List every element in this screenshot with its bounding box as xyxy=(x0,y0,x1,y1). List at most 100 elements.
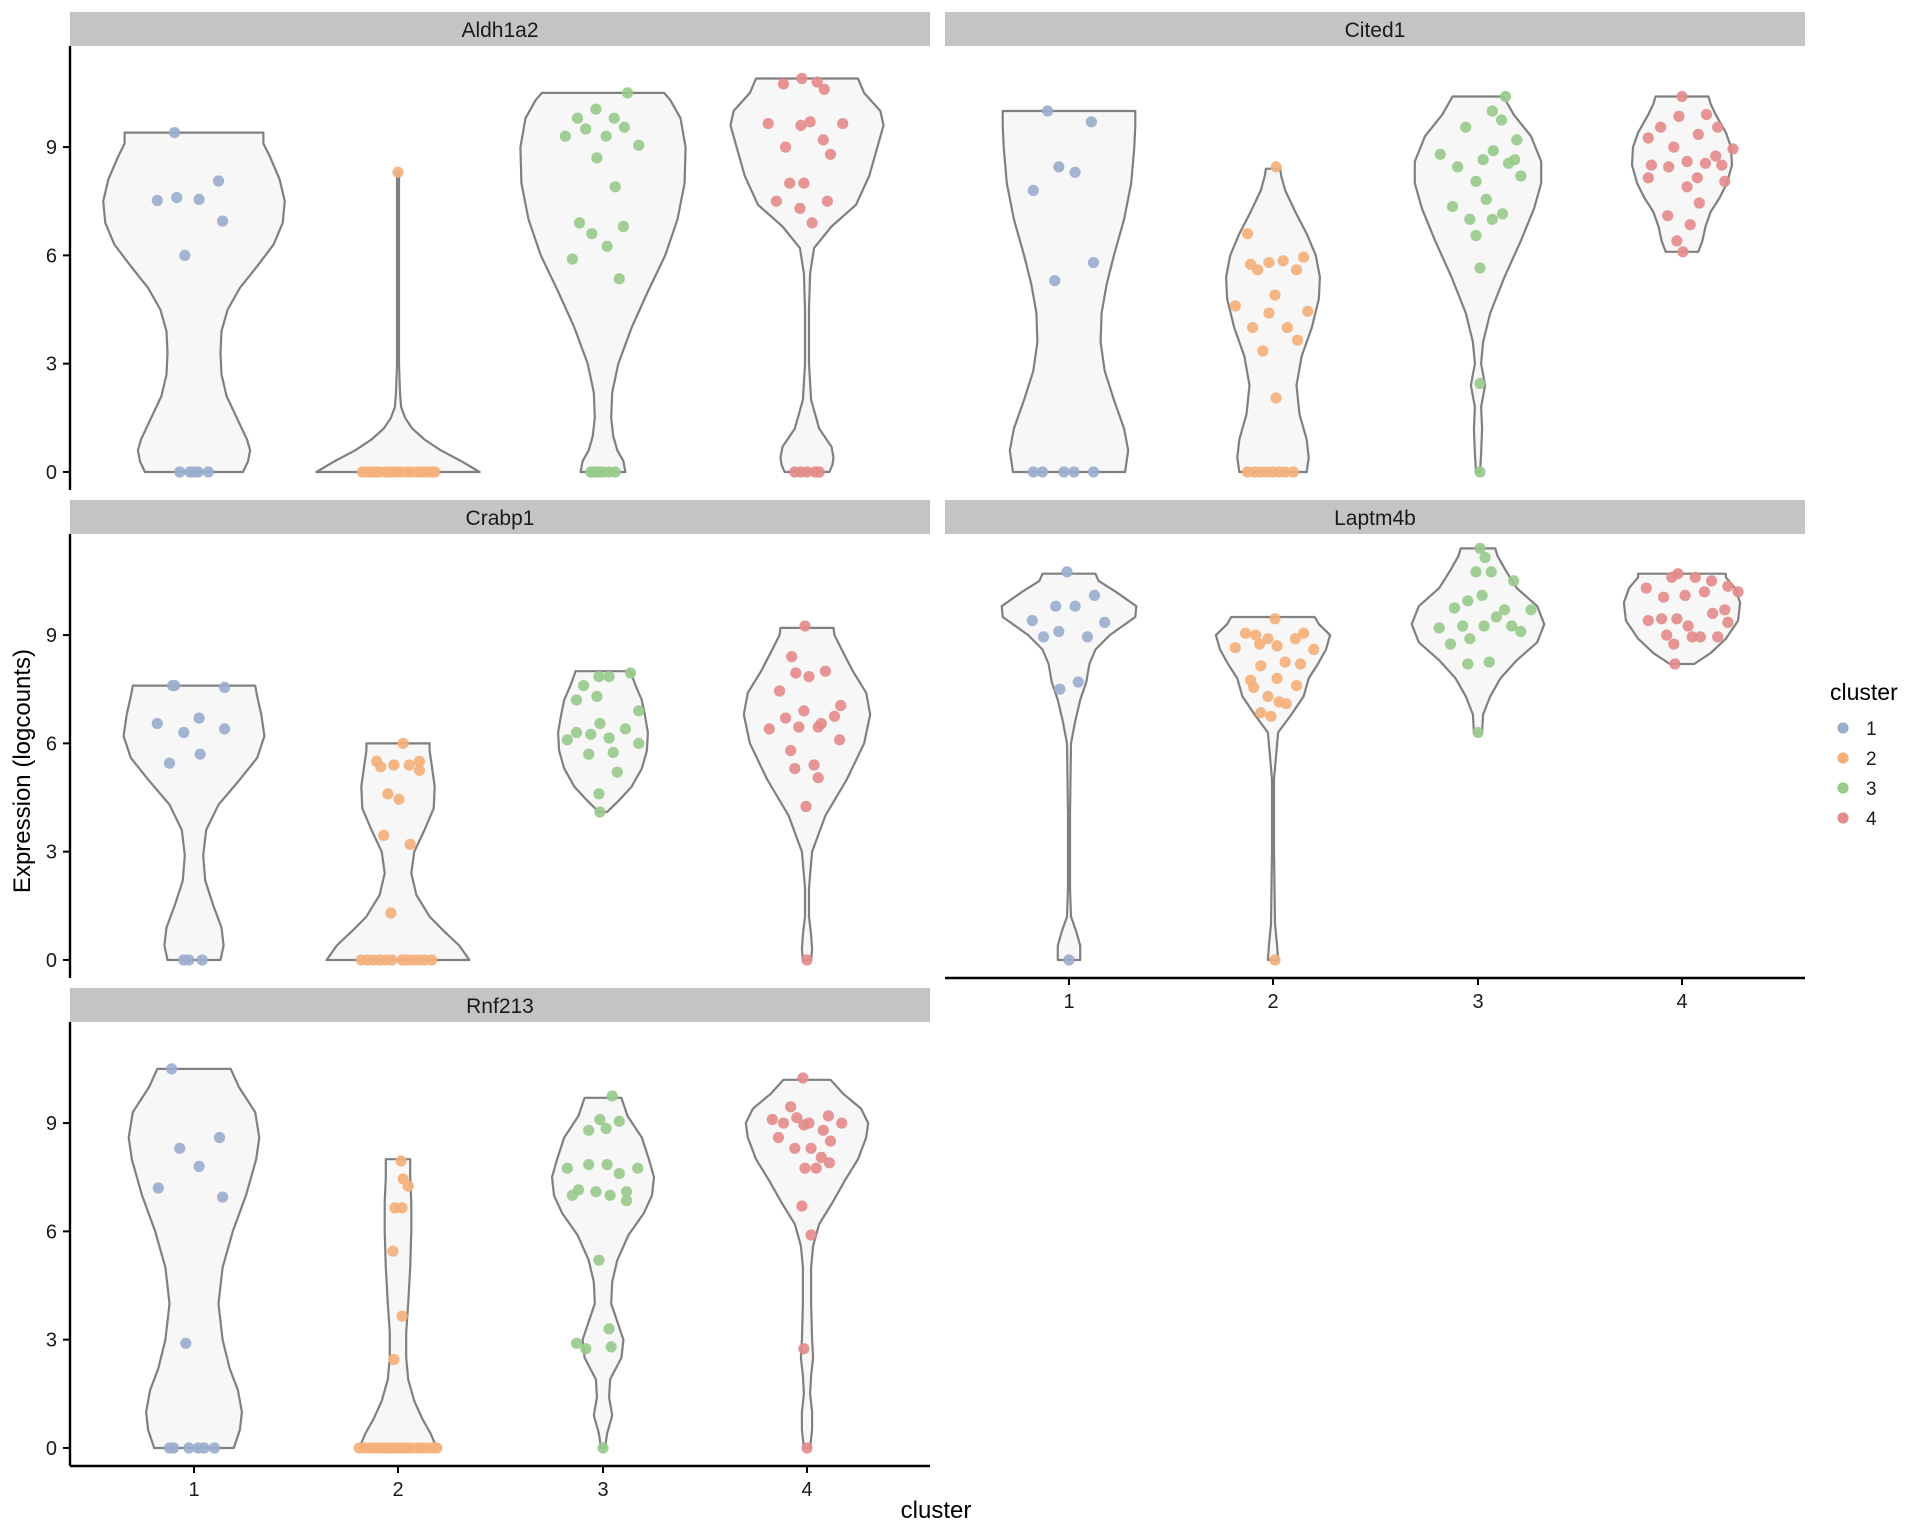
data-point-cluster-1 xyxy=(166,1063,178,1075)
y-tick-label: 0 xyxy=(46,1438,57,1460)
x-tick-label: 1 xyxy=(1063,991,1074,1013)
data-point-cluster-3 xyxy=(600,130,612,142)
data-point-cluster-3 xyxy=(1474,466,1486,478)
data-point-cluster-1 xyxy=(1054,683,1066,695)
data-point-cluster-4 xyxy=(784,177,796,189)
data-point-cluster-2 xyxy=(1248,681,1260,694)
data-point-cluster-1 xyxy=(219,681,231,694)
data-point-cluster-4 xyxy=(1699,157,1712,169)
data-point-cluster-1 xyxy=(192,466,204,478)
legend-item-4: 4 xyxy=(1837,809,1877,830)
data-point-cluster-4 xyxy=(1656,613,1668,625)
data-point-cluster-4 xyxy=(790,667,802,679)
data-point-cluster-4 xyxy=(770,195,783,207)
data-point-cluster-2 xyxy=(1239,627,1252,639)
strip-laptm4b xyxy=(945,500,1805,534)
data-point-cluster-4 xyxy=(1689,571,1701,583)
data-point-cluster-4 xyxy=(1712,631,1724,643)
data-point-cluster-2 xyxy=(1308,643,1320,656)
data-point-cluster-3 xyxy=(591,152,603,164)
data-point-cluster-3 xyxy=(632,1162,644,1174)
data-point-cluster-3 xyxy=(1525,604,1537,616)
data-point-cluster-3 xyxy=(606,1090,618,1102)
data-point-cluster-2 xyxy=(1294,658,1307,670)
data-point-cluster-3 xyxy=(1515,625,1527,638)
data-point-cluster-4 xyxy=(1645,159,1657,171)
data-point-cluster-1 xyxy=(1069,600,1081,612)
data-point-cluster-1 xyxy=(183,1442,195,1454)
data-point-cluster-1 xyxy=(208,1442,220,1454)
data-point-cluster-3 xyxy=(594,717,606,730)
data-point-cluster-4 xyxy=(1673,110,1685,122)
panel-laptm4b: Laptm4b 1 2 3 4 xyxy=(945,500,1805,1013)
data-point-cluster-2 xyxy=(1263,257,1275,269)
data-point-cluster-4 xyxy=(1655,121,1667,133)
data-point-cluster-3 xyxy=(580,123,592,135)
data-point-cluster-2 xyxy=(378,829,390,842)
data-point-cluster-3 xyxy=(620,1186,633,1198)
data-point-cluster-2 xyxy=(396,1310,408,1322)
data-point-cluster-3 xyxy=(624,667,637,679)
data-point-cluster-3 xyxy=(1480,193,1492,205)
data-point-cluster-4 xyxy=(796,72,808,85)
data-point-cluster-3 xyxy=(633,705,645,717)
data-point-cluster-3 xyxy=(566,253,579,265)
data-point-cluster-4 xyxy=(803,671,815,683)
data-point-cluster-3 xyxy=(573,217,586,229)
data-point-cluster-4 xyxy=(810,1162,822,1174)
data-point-cluster-3 xyxy=(1503,157,1515,169)
data-point-cluster-2 xyxy=(1270,161,1282,173)
violin-crabp1-cluster-3 xyxy=(557,670,649,814)
violin-cited1-cluster-4 xyxy=(1630,95,1734,253)
data-point-cluster-3 xyxy=(1495,114,1508,126)
data-point-cluster-4 xyxy=(824,148,837,160)
strip-crabp1 xyxy=(70,500,930,534)
data-point-cluster-4 xyxy=(1719,604,1731,616)
data-point-cluster-3 xyxy=(561,734,573,746)
data-point-cluster-3 xyxy=(607,746,619,759)
data-point-cluster-4 xyxy=(1677,246,1689,258)
x-tick-label: 3 xyxy=(597,1479,608,1501)
data-point-cluster-4 xyxy=(1640,582,1652,594)
data-point-cluster-3 xyxy=(597,1442,609,1454)
data-point-cluster-2 xyxy=(1254,638,1266,650)
data-point-cluster-2 xyxy=(431,1442,443,1454)
data-point-cluster-4 xyxy=(762,118,774,130)
data-point-cluster-2 xyxy=(402,1180,414,1192)
data-point-cluster-3 xyxy=(621,87,634,99)
data-point-cluster-3 xyxy=(613,1115,625,1127)
panel-aldh1a2: Aldh1a2 0 3 6 9 xyxy=(46,12,930,490)
data-point-cluster-4 xyxy=(1676,90,1688,103)
violin-cited1-cluster-3 xyxy=(1413,95,1543,474)
legend-label: 4 xyxy=(1866,809,1877,830)
data-point-cluster-4 xyxy=(1679,589,1691,602)
data-point-cluster-1 xyxy=(193,193,205,205)
data-point-cluster-1 xyxy=(1072,676,1084,688)
data-point-cluster-4 xyxy=(1669,658,1681,670)
data-point-cluster-3 xyxy=(613,1168,625,1180)
data-point-cluster-1 xyxy=(1027,466,1039,478)
data-point-cluster-4 xyxy=(1642,172,1654,184)
data-point-cluster-2 xyxy=(1241,228,1254,240)
data-point-cluster-3 xyxy=(1499,90,1512,103)
data-point-cluster-2 xyxy=(375,761,387,773)
violin-laptm4b-cluster-1 xyxy=(1000,572,1138,962)
data-point-cluster-3 xyxy=(571,112,584,124)
y-tick-label: 9 xyxy=(46,1113,57,1135)
data-point-cluster-1 xyxy=(1099,616,1111,629)
data-point-cluster-3 xyxy=(580,1343,592,1355)
data-point-cluster-3 xyxy=(1506,620,1518,632)
panel-crabp1: Crabp1 0 3 6 9 xyxy=(46,500,930,978)
data-point-cluster-4 xyxy=(811,76,823,88)
legend-item-1: 1 xyxy=(1837,719,1877,740)
data-point-cluster-3 xyxy=(578,680,590,692)
data-point-cluster-4 xyxy=(763,723,775,735)
x-tick-label: 2 xyxy=(1267,991,1278,1013)
data-point-cluster-4 xyxy=(789,763,801,775)
data-point-cluster-1 xyxy=(1036,466,1049,478)
data-point-cluster-1 xyxy=(1081,631,1093,643)
data-point-cluster-4 xyxy=(773,685,786,697)
y-tick-label: 6 xyxy=(46,245,57,267)
data-point-cluster-4 xyxy=(821,195,834,207)
legend-swatch xyxy=(1837,752,1849,764)
